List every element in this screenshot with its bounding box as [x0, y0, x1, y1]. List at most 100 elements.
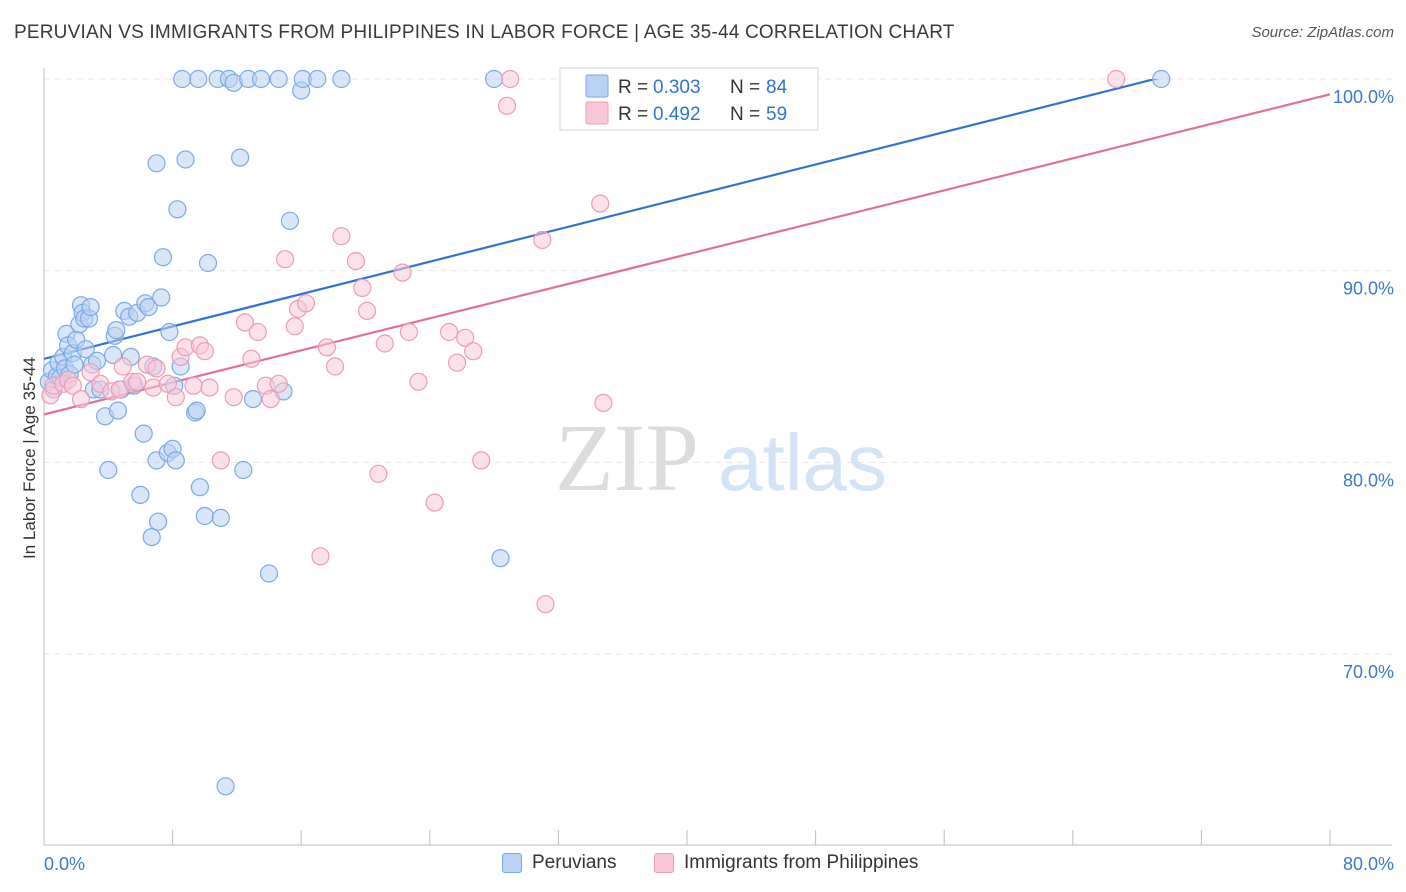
point-philippines — [346, 252, 365, 271]
point-philippines — [456, 328, 475, 347]
legend-r-value-2: 0.492 — [653, 104, 701, 125]
point-philippines — [166, 388, 185, 407]
point-peruvians — [280, 211, 299, 230]
legend-item-peruvians: Peruvians — [502, 852, 617, 874]
point-peruvians — [76, 340, 95, 359]
point-peruvians — [65, 355, 84, 374]
point-philippines — [195, 342, 214, 361]
point-peruvians — [187, 401, 206, 420]
legend-n-value-2: 59 — [766, 104, 787, 125]
point-philippines — [242, 349, 261, 368]
point-peruvians — [147, 154, 166, 173]
legend-label-peruvians: Peruvians — [532, 852, 617, 873]
data-points — [39, 69, 1171, 796]
point-philippines — [375, 334, 394, 353]
source-note: Source: ZipAtlas.com — [1251, 24, 1394, 41]
point-philippines — [63, 376, 83, 395]
point-philippines — [147, 359, 166, 378]
legend-r-label-1: R = — [618, 77, 648, 98]
point-peruvians — [166, 451, 185, 470]
point-peruvians — [99, 460, 118, 480]
point-peruvians — [152, 288, 171, 307]
legend-item-philippines: Immigrants from Philippines — [654, 852, 918, 874]
point-peruvians — [168, 200, 187, 219]
legend-swatch — [654, 853, 674, 873]
point-philippines — [594, 393, 613, 412]
legend-n-label-1: N = — [730, 77, 760, 98]
trend-line-peruvians — [44, 79, 1160, 360]
point-peruvians — [231, 148, 250, 167]
y-tick-label: 70.0% — [1343, 662, 1394, 682]
point-philippines — [325, 357, 345, 376]
point-philippines — [399, 322, 418, 342]
point-philippines — [81, 363, 100, 382]
tick-labels: 70.0% 80.0% 90.0% 100.0% 0.0% 80.0% — [44, 87, 1394, 874]
point-philippines — [200, 378, 219, 397]
point-philippines — [158, 374, 177, 393]
y-tick-label: 100.0% — [1333, 87, 1394, 107]
chart-title: PERUVIAN VS IMMIGRANTS FROM PHILIPPINES … — [14, 22, 955, 43]
legend-swatch — [502, 853, 522, 873]
x-tick-label: 0.0% — [44, 854, 85, 874]
point-philippines — [184, 376, 203, 395]
watermark-zip: ZIP — [555, 404, 699, 511]
point-philippines — [464, 342, 483, 361]
y-tick-label: 80.0% — [1343, 470, 1394, 490]
point-philippines — [128, 372, 147, 391]
point-philippines — [533, 230, 552, 250]
point-peruvians — [211, 508, 230, 528]
point-philippines — [501, 69, 520, 89]
point-philippines — [369, 464, 388, 483]
point-peruvians — [131, 485, 150, 504]
watermark-atlas: atlas — [718, 418, 887, 507]
legend-swatch-philippines — [585, 101, 609, 125]
axes — [43, 68, 1392, 846]
point-philippines — [536, 595, 555, 614]
point-peruvians — [216, 777, 235, 796]
point-philippines — [591, 194, 610, 213]
x-tick-label: 80.0% — [1343, 854, 1394, 874]
point-peruvians — [251, 69, 271, 89]
point-peruvians — [139, 298, 158, 317]
point-peruvians — [1152, 69, 1171, 89]
point-philippines — [1107, 69, 1126, 89]
point-philippines — [472, 451, 491, 470]
point-philippines — [71, 390, 91, 409]
point-philippines — [358, 301, 377, 320]
point-philippines — [269, 374, 288, 393]
point-peruvians — [198, 253, 218, 273]
point-peruvians — [485, 69, 504, 89]
y-tick-label: 90.0% — [1343, 279, 1394, 299]
legend-bottom: Peruvians Immigrants from Philippines — [0, 852, 1406, 878]
point-peruvians — [195, 506, 214, 526]
point-peruvians — [176, 150, 195, 169]
legend-n-value-1: 84 — [766, 77, 788, 98]
point-peruvians — [491, 549, 510, 568]
point-philippines — [248, 322, 267, 342]
gridlines — [44, 78, 1392, 655]
point-philippines — [317, 338, 336, 357]
point-philippines — [497, 96, 517, 115]
point-philippines — [409, 372, 428, 391]
point-philippines — [113, 357, 132, 376]
point-philippines — [224, 388, 243, 407]
point-philippines — [296, 294, 316, 313]
point-peruvians — [81, 298, 100, 317]
point-philippines — [311, 547, 330, 566]
point-peruvians — [153, 248, 173, 267]
point-peruvians — [332, 69, 351, 89]
point-peruvians — [108, 401, 128, 420]
point-philippines — [276, 250, 295, 269]
point-peruvians — [234, 460, 253, 480]
trend-line-philippines — [44, 93, 1330, 416]
point-peruvians — [149, 512, 168, 531]
point-philippines — [393, 263, 412, 282]
point-peruvians — [259, 564, 279, 583]
point-peruvians — [269, 69, 288, 89]
legend-r-value-1: 0.303 — [653, 77, 701, 98]
point-peruvians — [134, 424, 153, 443]
point-philippines — [353, 278, 372, 297]
point-philippines — [235, 313, 254, 332]
point-peruvians — [142, 527, 161, 547]
